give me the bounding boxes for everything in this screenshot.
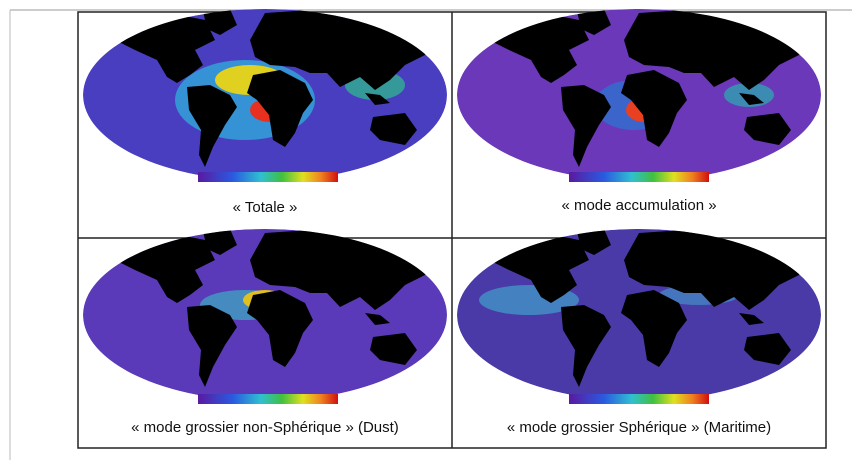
caption: « mode grossier non-Sphérique » (Dust)	[131, 419, 399, 436]
map	[457, 229, 821, 401]
colorbar	[569, 394, 709, 404]
map	[83, 9, 447, 181]
caption: « mode grossier Sphérique » (Maritime)	[507, 419, 771, 436]
caption: « Totale »	[233, 199, 298, 216]
colorbar	[569, 172, 709, 182]
map	[457, 9, 821, 181]
colorbar	[198, 394, 338, 404]
caption: « mode accumulation »	[561, 197, 716, 214]
colorbar	[198, 172, 338, 182]
map	[83, 229, 447, 401]
